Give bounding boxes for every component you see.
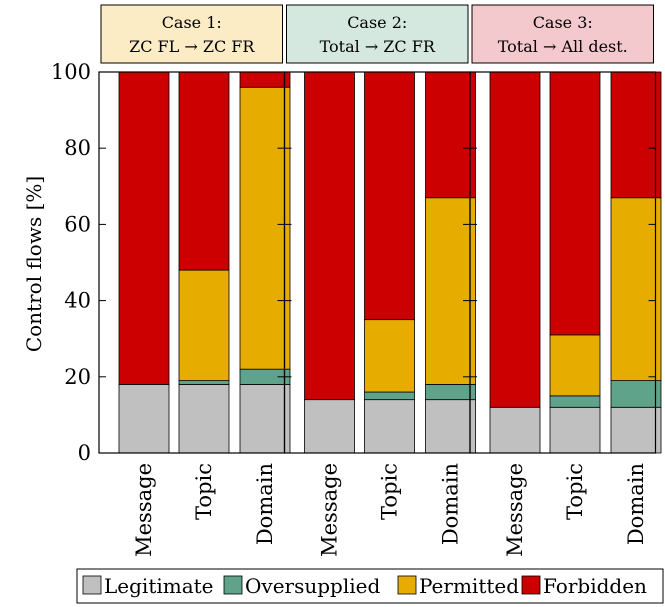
bar-segment-forbidden-message bbox=[118, 71, 170, 385]
legend-label-forbidden: Forbidden bbox=[543, 574, 647, 598]
category-label-message: Message bbox=[132, 463, 156, 557]
bar-segment-forbidden-message bbox=[489, 71, 541, 408]
bar-segment-legitimate-message bbox=[489, 406, 541, 454]
bar-segment-oversupplied-topic bbox=[364, 391, 415, 401]
panel-case-3: Case 3: Total → All dest. Message Topic Doma… bbox=[469, 4, 662, 557]
category-label-message: Message bbox=[318, 463, 342, 557]
panel-header-line2: Total → All dest. bbox=[498, 37, 628, 56]
category-label-domain: Domain bbox=[439, 463, 463, 545]
bar-segment-permitted-domain bbox=[239, 86, 291, 370]
bar-segment-oversupplied-domain bbox=[425, 384, 476, 401]
legend-swatch-forbidden bbox=[521, 575, 541, 595]
y-tick-label: 100 bbox=[51, 60, 91, 84]
panel-frame bbox=[469, 71, 657, 454]
bar-segment-permitted-topic bbox=[364, 319, 415, 393]
y-tick-label: 0 bbox=[78, 441, 91, 465]
bar-segment-forbidden-domain bbox=[610, 71, 662, 199]
bar-segment-oversupplied-topic bbox=[549, 395, 601, 408]
panel-header-line1: Case 1: bbox=[162, 13, 222, 32]
category-label-message: Message bbox=[503, 463, 527, 557]
panel-case-2: Case 2: Total → ZC FR Message Topic Domain bbox=[283, 4, 476, 557]
bar-segment-legitimate-topic bbox=[364, 399, 415, 454]
bar-segment-permitted-topic bbox=[549, 334, 601, 397]
legend-label-legitimate: Legitimate bbox=[104, 574, 214, 598]
panel-header-line1: Case 3: bbox=[533, 13, 593, 32]
bar-segment-legitimate-topic bbox=[178, 384, 230, 454]
bar-segment-forbidden-topic bbox=[178, 71, 230, 271]
category-label-topic: Topic bbox=[192, 463, 216, 520]
bar-segment-permitted-domain bbox=[425, 197, 476, 385]
y-tick-label: 40 bbox=[64, 289, 91, 313]
panel-header-line2: Total → ZC FR bbox=[320, 37, 436, 56]
legend-label-permitted: Permitted bbox=[419, 574, 519, 598]
bar-segment-legitimate-message bbox=[118, 384, 170, 454]
panel-header-line1: Case 2: bbox=[347, 13, 407, 32]
bar-segment-forbidden-domain bbox=[239, 71, 291, 88]
panel-header-box bbox=[286, 4, 469, 64]
bar-segment-forbidden-topic bbox=[364, 71, 415, 321]
bar-segment-oversupplied-domain bbox=[610, 380, 662, 408]
bar-segment-legitimate-domain bbox=[239, 384, 291, 454]
bar-segment-forbidden-message bbox=[304, 71, 355, 401]
category-label-domain: Domain bbox=[253, 463, 277, 545]
y-tick-label: 80 bbox=[64, 136, 91, 160]
panel-case-1: Case 1: ZC FL → ZC FR Message Topic Domain bbox=[98, 4, 291, 557]
legend-swatch-legitimate bbox=[82, 575, 102, 595]
legend-swatch-oversupplied bbox=[223, 575, 243, 595]
legend-swatch-permitted bbox=[397, 575, 417, 595]
bar-segment-oversupplied-topic bbox=[178, 380, 230, 385]
bar-segment-forbidden-topic bbox=[549, 71, 601, 336]
y-tick-label: 60 bbox=[64, 212, 91, 236]
legend-label-oversupplied: Oversupplied bbox=[245, 574, 380, 598]
bar-segment-forbidden-domain bbox=[425, 71, 476, 199]
category-label-domain: Domain bbox=[624, 463, 648, 545]
panel-header-box bbox=[471, 4, 654, 64]
panel-header-box bbox=[100, 4, 283, 64]
bar-segment-legitimate-topic bbox=[549, 406, 601, 454]
bar-segment-permitted-topic bbox=[178, 269, 230, 382]
bar-segment-legitimate-domain bbox=[425, 399, 476, 454]
y-tick-label: 20 bbox=[64, 365, 91, 389]
legend-box bbox=[76, 568, 664, 604]
y-axis-label: Control flows [%] bbox=[22, 176, 46, 352]
category-label-topic: Topic bbox=[563, 463, 587, 520]
panel-header-line2: ZC FL → ZC FR bbox=[129, 37, 255, 56]
bar-segment-legitimate-domain bbox=[610, 406, 662, 454]
category-label-topic: Topic bbox=[378, 463, 402, 520]
legend: Legitimate Oversupplied Permitted Forbidden bbox=[76, 568, 664, 604]
bar-segment-permitted-domain bbox=[610, 197, 662, 382]
bar-segment-legitimate-message bbox=[304, 399, 355, 454]
